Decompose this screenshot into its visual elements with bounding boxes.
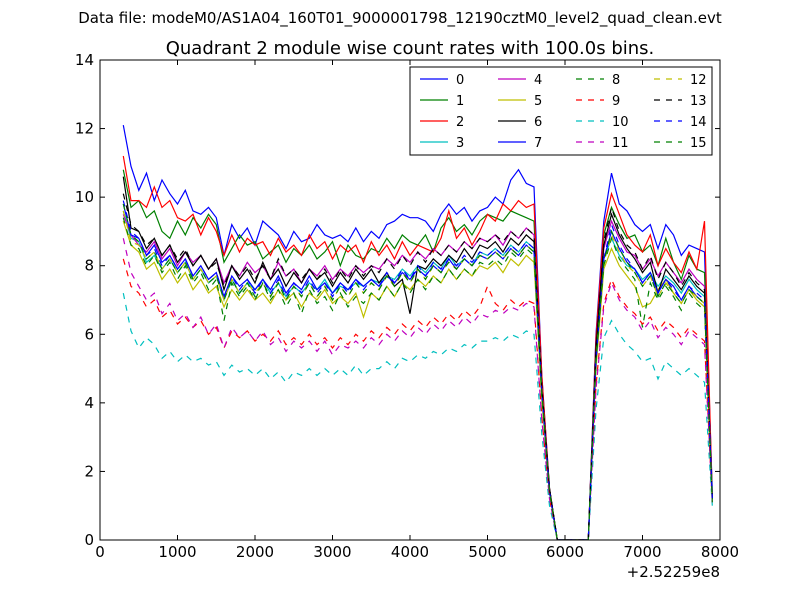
series-line-8 xyxy=(122,217,713,540)
legend-label-5: 5 xyxy=(534,94,542,109)
x-tick-label: 6000 xyxy=(546,543,584,561)
y-tick-label: 4 xyxy=(84,394,94,412)
figure-suptitle: Data file: modeM0/AS1A04_160T01_90000017… xyxy=(78,9,722,28)
legend-label-0: 0 xyxy=(456,73,464,88)
y-tick-label: 2 xyxy=(84,462,94,480)
x-tick-label: 1000 xyxy=(158,543,196,561)
legend-label-4: 4 xyxy=(534,73,542,88)
legend-label-14: 14 xyxy=(690,115,707,130)
x-offset-label: +2.52259e8 xyxy=(627,563,720,581)
chart-title: Quadrant 2 module wise count rates with … xyxy=(166,38,655,59)
x-tick-label: 8000 xyxy=(701,543,739,561)
x-tick-label: 5000 xyxy=(468,543,506,561)
legend-label-2: 2 xyxy=(456,115,464,130)
y-tick-label: 10 xyxy=(75,188,94,206)
series-line-2 xyxy=(122,155,713,540)
series-line-12 xyxy=(122,210,713,540)
legend-label-8: 8 xyxy=(612,73,620,88)
legend-label-15: 15 xyxy=(690,136,707,151)
ticks-layer: 0 1000 2000 3000 4000 5000 6000 7000 80000246810… xyxy=(75,51,739,561)
series-line-6 xyxy=(122,176,713,540)
series-line-0 xyxy=(122,124,713,540)
series-layer xyxy=(122,124,713,540)
legend-label-3: 3 xyxy=(456,136,464,151)
series-line-13 xyxy=(122,193,713,540)
series-line-7 xyxy=(122,203,713,540)
legend-label-12: 12 xyxy=(690,73,707,88)
legend-label-1: 1 xyxy=(456,94,464,109)
x-tick-label: 2000 xyxy=(236,543,274,561)
x-tick-label: 3000 xyxy=(313,543,351,561)
legend-label-7: 7 xyxy=(534,136,542,151)
y-tick-label: 0 xyxy=(84,531,94,549)
legend-label-6: 6 xyxy=(534,115,542,130)
series-line-4 xyxy=(122,214,713,540)
legend-label-9: 9 xyxy=(612,94,620,109)
legend-label-11: 11 xyxy=(612,136,629,151)
series-line-14 xyxy=(122,200,713,540)
series-line-9 xyxy=(122,258,713,540)
series-line-15 xyxy=(122,203,713,540)
y-tick-label: 14 xyxy=(75,51,94,69)
y-tick-label: 6 xyxy=(84,325,94,343)
y-tick-label: 12 xyxy=(75,120,94,138)
legend-box xyxy=(409,66,713,156)
y-tick-label: 8 xyxy=(84,257,94,275)
x-tick-label: 0 xyxy=(95,543,105,561)
series-line-11 xyxy=(122,238,713,540)
legend-label-13: 13 xyxy=(690,94,707,109)
legend-label-10: 10 xyxy=(612,115,629,130)
x-tick-label: 7000 xyxy=(623,543,661,561)
x-tick-label: 4000 xyxy=(391,543,429,561)
